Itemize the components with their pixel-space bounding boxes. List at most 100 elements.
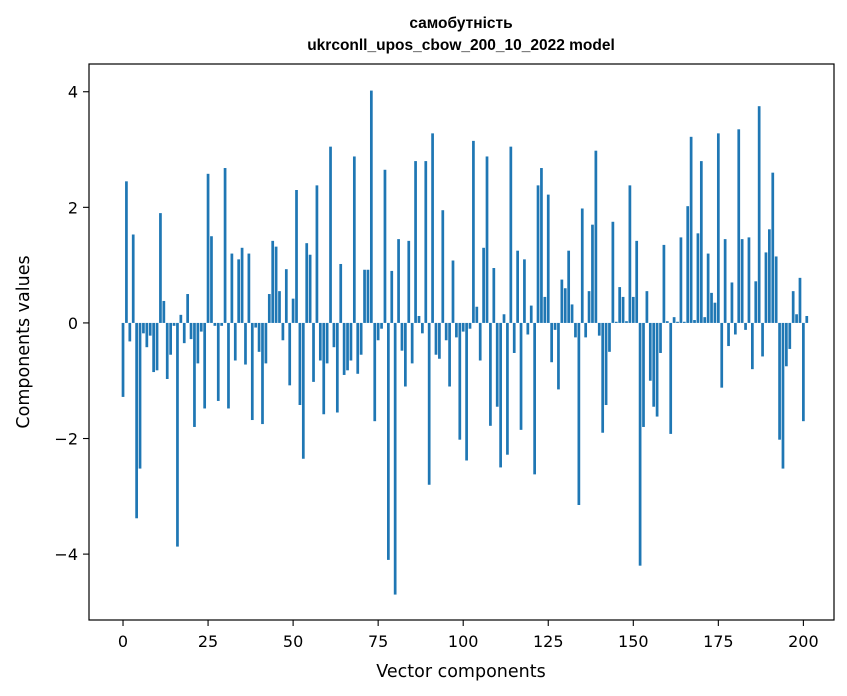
bar <box>601 322 605 433</box>
bar <box>240 247 244 323</box>
bar <box>278 291 281 323</box>
bar <box>642 322 645 427</box>
bar <box>349 322 353 361</box>
bar <box>244 322 247 365</box>
bar <box>669 322 673 434</box>
bar <box>363 269 366 323</box>
bar <box>176 322 179 547</box>
bar <box>142 322 145 334</box>
bar <box>662 244 666 323</box>
bar <box>659 322 662 353</box>
bar <box>567 250 571 323</box>
bar <box>713 302 717 323</box>
bar <box>720 322 724 388</box>
bar <box>543 296 547 323</box>
bar <box>635 240 639 323</box>
bars-group <box>121 90 809 595</box>
x-tick-label: 0 <box>118 632 128 651</box>
bar <box>550 322 554 363</box>
bar <box>492 268 496 323</box>
bar <box>264 322 268 364</box>
x-tick-label: 125 <box>533 632 564 651</box>
bar <box>274 246 278 323</box>
bar <box>516 250 519 323</box>
bar <box>284 269 288 323</box>
bar <box>196 322 200 364</box>
bar <box>703 317 707 323</box>
x-axis-ticks: 0 25 50 75 100 125 150 175 200 <box>118 620 819 651</box>
bar <box>237 259 241 323</box>
bar <box>618 287 622 323</box>
bar <box>475 306 479 323</box>
bar <box>519 322 523 430</box>
x-tick-label: 175 <box>703 632 734 651</box>
bar <box>203 322 207 409</box>
y-tick-label: −2 <box>54 430 78 449</box>
bar <box>652 322 656 407</box>
bar <box>791 291 795 323</box>
bar <box>676 321 679 323</box>
bar <box>322 322 326 415</box>
x-tick-label: 200 <box>788 632 819 651</box>
bar <box>223 168 227 323</box>
bar <box>271 240 275 323</box>
bar <box>587 291 591 323</box>
bar <box>495 322 499 407</box>
bar <box>553 322 557 330</box>
bar <box>461 322 465 332</box>
bar <box>305 243 309 323</box>
bar <box>125 181 128 323</box>
bar <box>563 288 567 323</box>
y-tick-label: 0 <box>68 314 78 333</box>
x-axis-label: Vector components <box>376 662 545 682</box>
bar <box>346 322 349 371</box>
bar <box>506 322 509 455</box>
bar <box>301 322 305 459</box>
bar <box>686 206 690 323</box>
x-tick-label: 100 <box>448 632 479 651</box>
bar <box>529 305 533 323</box>
bar <box>485 156 489 323</box>
bar <box>250 322 254 421</box>
bar <box>121 322 125 397</box>
bar <box>621 296 625 323</box>
bar <box>560 279 564 323</box>
bar <box>570 304 574 323</box>
bar <box>332 322 336 348</box>
bar <box>574 322 577 338</box>
bar <box>424 161 428 323</box>
bar <box>785 322 788 367</box>
x-tick-label: 75 <box>368 632 388 651</box>
bar <box>689 136 693 323</box>
bar <box>213 322 217 326</box>
bar <box>393 322 397 595</box>
bar <box>186 294 190 323</box>
bar <box>665 321 669 323</box>
y-axis-label: Components values <box>14 255 34 428</box>
bar <box>478 322 482 361</box>
bar <box>257 322 261 352</box>
bar <box>723 239 727 323</box>
bar <box>747 237 751 323</box>
x-tick-label: 25 <box>198 632 218 651</box>
chart-title: самобутність <box>409 15 512 32</box>
bar <box>465 322 468 461</box>
bar <box>369 90 373 323</box>
bar <box>254 322 258 328</box>
bar <box>128 322 132 342</box>
bar <box>318 322 322 361</box>
bar <box>802 322 805 422</box>
bar <box>733 322 737 335</box>
bar <box>757 106 761 323</box>
bar <box>325 322 329 364</box>
bar <box>557 322 560 390</box>
bar <box>448 322 451 387</box>
bar <box>482 247 485 323</box>
bar <box>288 322 292 386</box>
bar <box>383 169 387 323</box>
bar <box>298 322 302 405</box>
bar <box>699 161 703 323</box>
x-tick-label: 150 <box>618 632 649 651</box>
bar <box>359 322 363 355</box>
